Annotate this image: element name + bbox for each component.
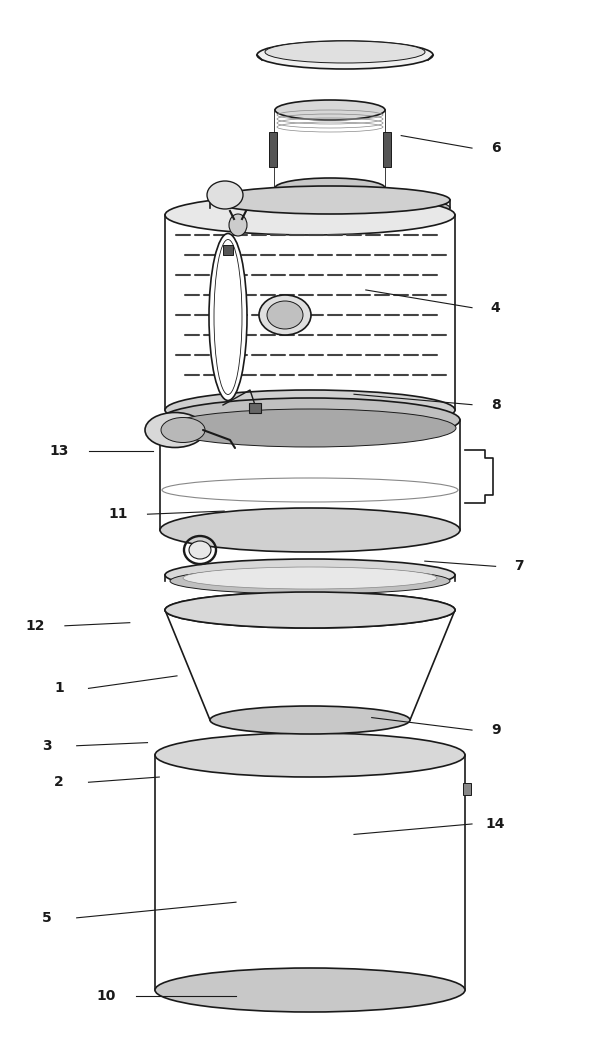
Text: 13: 13: [50, 443, 68, 458]
Bar: [249, 403, 261, 413]
Ellipse shape: [155, 733, 465, 777]
Ellipse shape: [155, 968, 465, 1012]
Bar: [269, 132, 277, 167]
Text: 6: 6: [491, 141, 500, 155]
Text: 4: 4: [491, 300, 500, 315]
Bar: [165, 215, 455, 410]
Ellipse shape: [210, 186, 450, 214]
Polygon shape: [165, 610, 455, 720]
Bar: [463, 783, 471, 795]
Text: 5: 5: [42, 911, 52, 925]
Ellipse shape: [210, 194, 450, 222]
Ellipse shape: [214, 240, 242, 394]
Bar: [155, 755, 465, 990]
Ellipse shape: [160, 398, 460, 442]
Ellipse shape: [170, 568, 450, 595]
Ellipse shape: [210, 706, 410, 734]
Ellipse shape: [265, 41, 425, 63]
Ellipse shape: [165, 592, 455, 628]
Ellipse shape: [209, 234, 247, 401]
Bar: [160, 420, 460, 530]
Text: 12: 12: [25, 618, 45, 633]
Ellipse shape: [165, 195, 455, 235]
Ellipse shape: [259, 295, 311, 335]
Ellipse shape: [275, 100, 385, 120]
Ellipse shape: [165, 559, 455, 591]
Ellipse shape: [207, 181, 243, 209]
Text: 2: 2: [54, 775, 64, 790]
Text: 14: 14: [486, 817, 506, 831]
Text: 11: 11: [108, 507, 128, 522]
Text: 8: 8: [491, 397, 500, 412]
Ellipse shape: [275, 178, 385, 198]
Ellipse shape: [189, 541, 211, 559]
Bar: [275, 110, 385, 188]
Ellipse shape: [267, 301, 303, 329]
Ellipse shape: [160, 508, 460, 552]
Text: 7: 7: [514, 559, 524, 574]
Text: 1: 1: [54, 681, 64, 696]
Ellipse shape: [229, 214, 247, 236]
Ellipse shape: [164, 409, 456, 447]
Text: 9: 9: [491, 723, 500, 737]
Ellipse shape: [257, 41, 433, 69]
Ellipse shape: [161, 417, 205, 442]
Text: 3: 3: [42, 738, 52, 753]
Bar: [223, 245, 233, 254]
Ellipse shape: [165, 390, 455, 430]
Ellipse shape: [145, 412, 205, 447]
Text: 10: 10: [97, 989, 116, 1003]
Bar: [383, 132, 391, 167]
Ellipse shape: [183, 567, 437, 589]
Text: eReplacementParts.com: eReplacementParts.com: [227, 495, 363, 506]
Ellipse shape: [165, 592, 455, 628]
